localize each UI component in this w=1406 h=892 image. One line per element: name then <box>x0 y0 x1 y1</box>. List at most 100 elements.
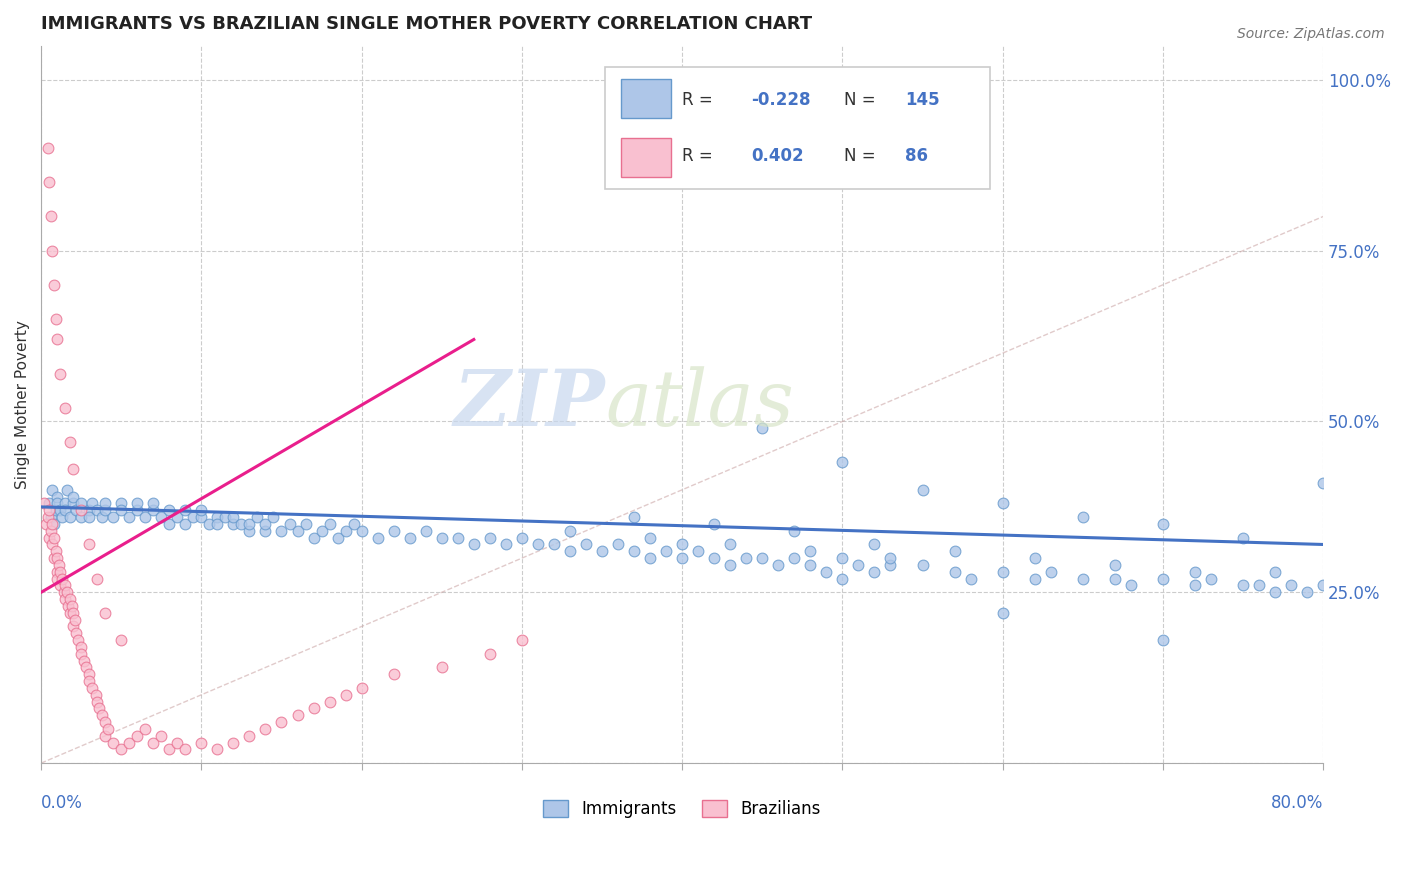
Point <box>46 496 69 510</box>
Point <box>52 585 75 599</box>
Point <box>623 544 645 558</box>
Point <box>335 524 357 538</box>
Point <box>70 640 93 654</box>
Point <box>166 736 188 750</box>
Point <box>543 537 565 551</box>
Point <box>103 510 125 524</box>
Point <box>1119 578 1142 592</box>
Text: atlas: atlas <box>605 367 794 442</box>
Point <box>42 277 65 292</box>
Point <box>1247 578 1270 592</box>
Point <box>110 503 132 517</box>
Point <box>342 516 364 531</box>
Point <box>41 244 63 258</box>
Point <box>751 551 773 566</box>
Point <box>1312 475 1334 490</box>
Point <box>1279 578 1302 592</box>
Point <box>86 572 108 586</box>
Point <box>65 626 87 640</box>
Point <box>831 572 853 586</box>
Point <box>1152 572 1174 586</box>
Point <box>943 544 966 558</box>
Point <box>879 558 901 572</box>
Point <box>38 175 60 189</box>
Point <box>1071 572 1094 586</box>
Point <box>41 537 63 551</box>
Point <box>70 503 93 517</box>
Point <box>270 715 292 730</box>
Point <box>42 551 65 566</box>
Y-axis label: Single Mother Poverty: Single Mother Poverty <box>15 320 30 489</box>
Point <box>82 496 104 510</box>
Point <box>231 516 253 531</box>
Point <box>166 510 188 524</box>
Point <box>1232 578 1254 592</box>
Point <box>863 565 886 579</box>
Point <box>110 742 132 756</box>
Point <box>53 496 76 510</box>
Point <box>991 606 1014 620</box>
Point <box>1199 572 1222 586</box>
Point <box>94 503 117 517</box>
Point <box>302 531 325 545</box>
Point <box>430 660 453 674</box>
Point <box>768 558 790 572</box>
Point <box>447 531 470 545</box>
Point <box>157 742 180 756</box>
Point <box>294 516 316 531</box>
Point <box>1024 572 1046 586</box>
Point <box>103 736 125 750</box>
Point <box>142 496 165 510</box>
Point <box>62 496 84 510</box>
Point <box>49 578 72 592</box>
Point <box>1152 633 1174 648</box>
Point <box>39 210 62 224</box>
Point <box>70 510 93 524</box>
Point <box>382 667 405 681</box>
Point <box>879 551 901 566</box>
Point <box>430 531 453 545</box>
Point <box>118 510 141 524</box>
Point <box>214 510 236 524</box>
Point <box>174 516 197 531</box>
Point <box>38 503 60 517</box>
Point <box>287 708 309 723</box>
Point <box>1039 565 1062 579</box>
Point <box>94 729 117 743</box>
Point <box>238 516 260 531</box>
Point <box>51 510 73 524</box>
Point <box>831 455 853 469</box>
Point <box>495 537 517 551</box>
Point <box>62 462 84 476</box>
Point <box>1264 585 1286 599</box>
Point <box>70 496 93 510</box>
Point <box>863 537 886 551</box>
Point <box>41 516 63 531</box>
Point <box>222 510 245 524</box>
Point <box>198 516 221 531</box>
Point <box>510 531 533 545</box>
Point <box>46 551 69 566</box>
Point <box>157 503 180 517</box>
Point <box>38 531 60 545</box>
Point <box>42 531 65 545</box>
Legend: Immigrants, Brazilians: Immigrants, Brazilians <box>536 792 830 827</box>
Point <box>783 551 806 566</box>
Point <box>127 729 149 743</box>
Point <box>66 633 89 648</box>
Point <box>350 681 373 695</box>
Point <box>688 544 710 558</box>
Point <box>831 551 853 566</box>
Point <box>270 524 292 538</box>
Point <box>51 572 73 586</box>
Point <box>150 510 173 524</box>
Point <box>41 483 63 497</box>
Point <box>607 537 630 551</box>
Point <box>142 736 165 750</box>
Point <box>254 524 277 538</box>
Point <box>62 619 84 633</box>
Point <box>174 742 197 756</box>
Point <box>59 592 82 607</box>
Point <box>638 551 661 566</box>
Point <box>478 531 501 545</box>
